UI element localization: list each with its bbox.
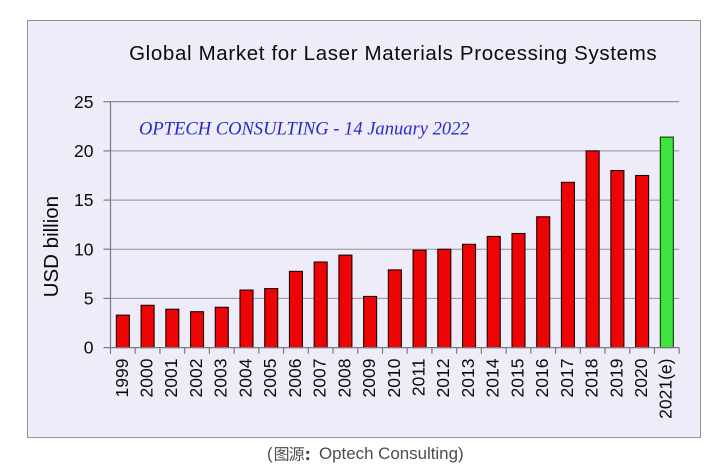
svg-text:5: 5 (84, 289, 94, 309)
svg-text:2000: 2000 (136, 358, 156, 397)
svg-text:0: 0 (84, 338, 94, 358)
svg-text:OPTECH CONSULTING - 14 January: OPTECH CONSULTING - 14 January 2022 (139, 119, 470, 140)
svg-text:2010: 2010 (384, 358, 404, 397)
svg-text:2021(e): 2021(e) (656, 359, 676, 419)
svg-text:2013: 2013 (458, 359, 478, 398)
svg-text:2018: 2018 (582, 359, 602, 398)
svg-text:2014: 2014 (483, 358, 503, 397)
svg-text:2001: 2001 (161, 359, 181, 398)
svg-text:Global Market for Laser Materi: Global Market for Laser Materials Proces… (129, 42, 657, 65)
svg-text:2019: 2019 (606, 359, 626, 398)
svg-text:2011: 2011 (408, 359, 428, 397)
svg-text:Optech Consulting): Optech Consulting) (319, 444, 464, 463)
svg-text:USD billion: USD billion (40, 196, 63, 297)
svg-text:15: 15 (74, 190, 93, 210)
svg-text:20: 20 (74, 141, 94, 161)
svg-text:2020: 2020 (631, 358, 651, 397)
svg-text:2009: 2009 (359, 359, 379, 398)
svg-text:2016: 2016 (532, 359, 552, 398)
svg-text:2007: 2007 (310, 359, 330, 398)
svg-text:2006: 2006 (285, 359, 305, 398)
svg-text:2015: 2015 (507, 359, 527, 398)
svg-text:2005: 2005 (260, 359, 280, 398)
svg-text:1999: 1999 (112, 359, 132, 398)
svg-text:25: 25 (74, 92, 93, 112)
svg-text:2004: 2004 (235, 358, 255, 397)
svg-text:2017: 2017 (557, 359, 577, 398)
svg-text:10: 10 (74, 239, 94, 259)
svg-text:2008: 2008 (334, 359, 354, 398)
svg-text:2003: 2003 (211, 359, 231, 398)
svg-text:2002: 2002 (186, 359, 206, 398)
svg-text:(: ( (267, 444, 273, 463)
svg-text:2012: 2012 (433, 359, 453, 398)
